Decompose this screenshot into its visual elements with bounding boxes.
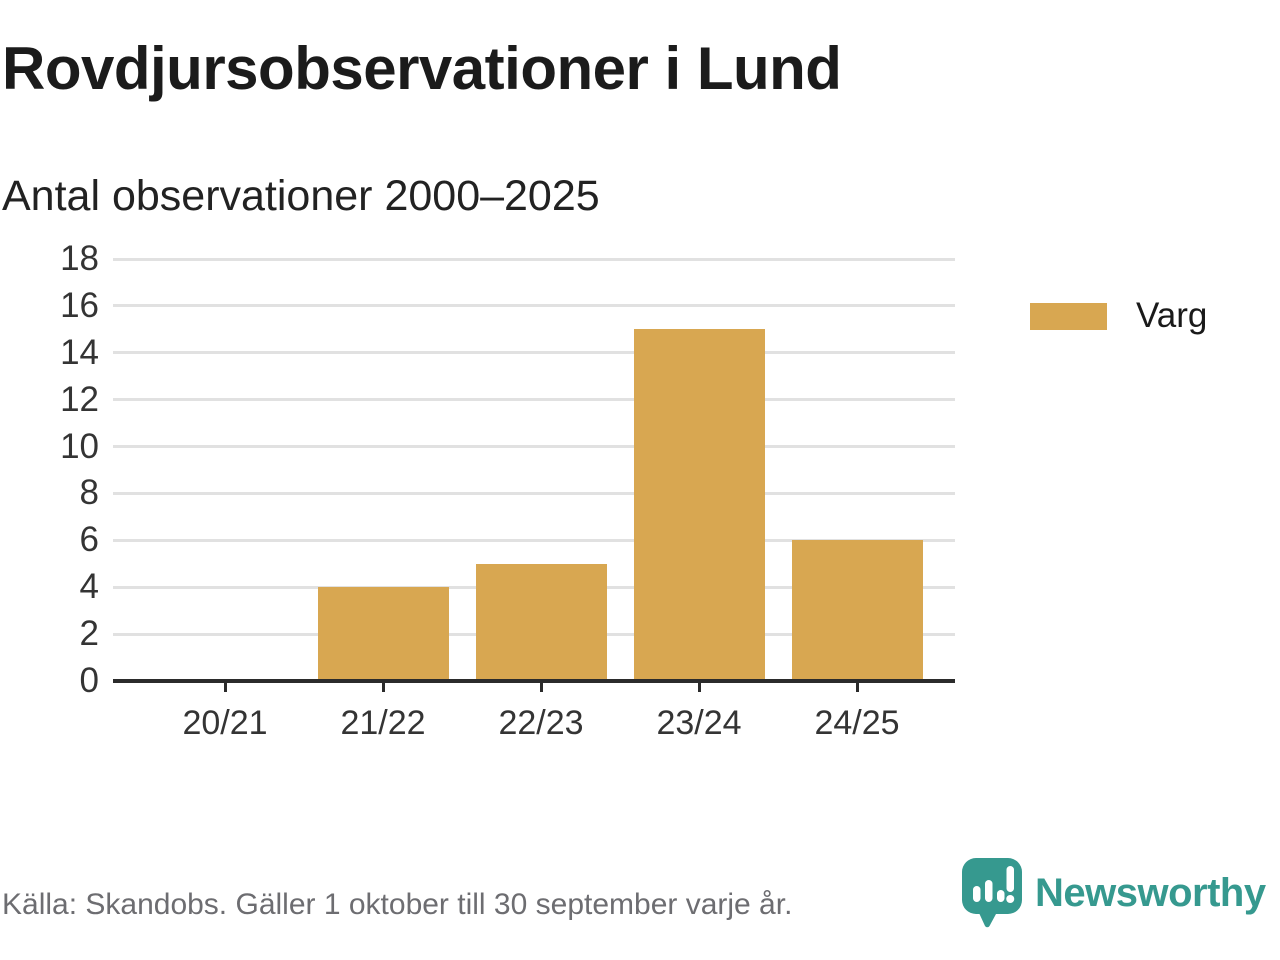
x-axis-tick-label: 22/23 [498, 704, 584, 742]
bar-23-24 [633, 329, 765, 681]
x-axis-line [113, 679, 955, 683]
bar-24-25 [791, 540, 923, 681]
y-axis-tick-label: 4 [79, 567, 99, 607]
gridline [113, 257, 955, 261]
y-axis-tick-label: 16 [60, 285, 99, 325]
bar-21-22 [317, 587, 449, 681]
legend-label-varg: Varg [1136, 296, 1208, 335]
gridline [113, 351, 955, 355]
x-axis-tick-label: 23/24 [656, 704, 742, 742]
bar-chart-plot-area: 0 2 4 6 8 10 12 14 16 18 20/21 21/22 22/23 23/24 24/25 [60, 239, 955, 742]
x-axis-tick-label: 21/22 [340, 704, 426, 742]
y-axis-tick-label: 14 [60, 332, 99, 372]
newsworthy-logo: Newsworthy [961, 858, 1278, 928]
legend: Varg [1030, 295, 1207, 337]
x-axis-tick [697, 683, 701, 692]
x-axis-tick-label: 20/21 [182, 704, 268, 742]
x-axis-tick [539, 683, 543, 692]
y-axis-tick-label: 18 [60, 239, 99, 278]
gridline [113, 304, 955, 308]
y-axis-tick-label: 10 [60, 426, 99, 466]
y-axis-tick-label: 2 [79, 614, 99, 654]
bar-22-23 [475, 563, 607, 681]
gridline [113, 445, 955, 449]
newsworthy-speech-bubble-icon [962, 858, 1022, 928]
x-axis-tick [223, 683, 227, 692]
y-axis-tick-label: 6 [79, 520, 99, 560]
gridline [113, 491, 955, 495]
gridline [113, 538, 955, 542]
x-axis-tick [855, 683, 859, 692]
gridline [113, 398, 955, 402]
y-axis-tick-label: 8 [79, 473, 99, 513]
newsworthy-wordmark: Newsworthy [1035, 870, 1266, 915]
chart-title: Rovdjursobservationer i Lund [2, 35, 842, 102]
y-axis-tick-label: 0 [79, 661, 99, 700]
legend-swatch-varg [1030, 302, 1107, 330]
x-axis-tick-label: 24/25 [814, 704, 900, 742]
y-axis-tick-label: 12 [60, 379, 99, 419]
chart-subtitle: Antal observationer 2000–2025 [2, 172, 600, 220]
x-axis-tick [381, 683, 385, 692]
source-note: Källa: Skandobs. Gäller 1 oktober till 3… [2, 888, 793, 921]
